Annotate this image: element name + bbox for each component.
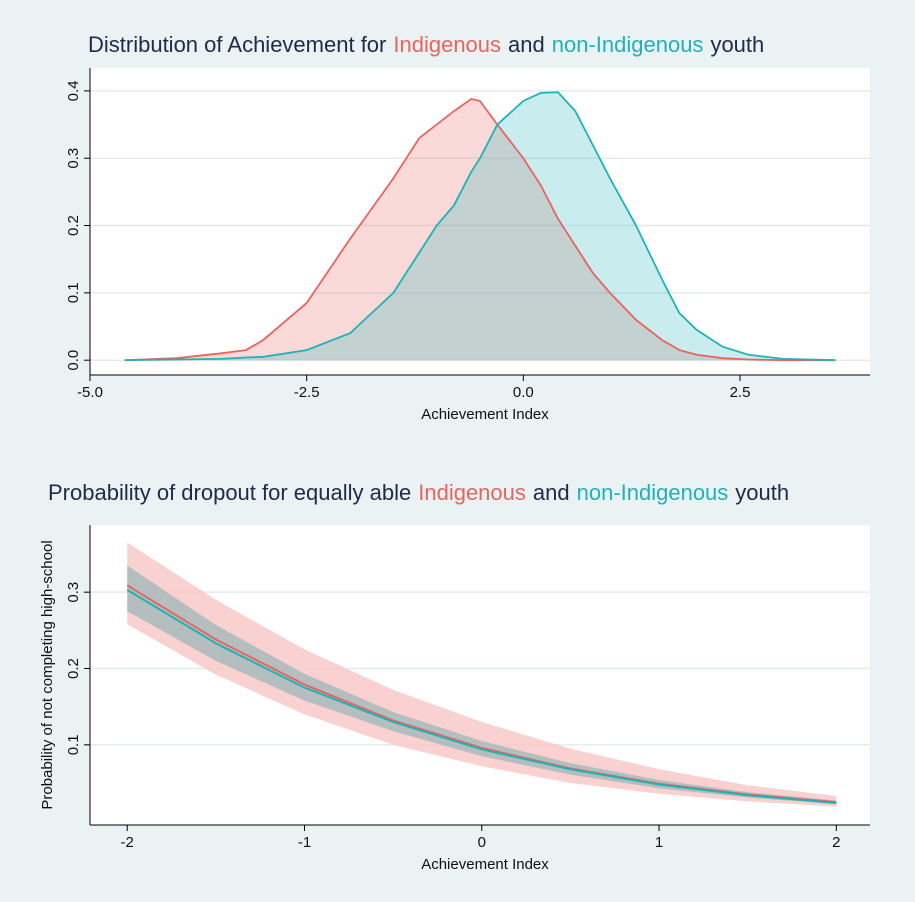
y-tick-label: 0.3	[65, 582, 82, 603]
title-part: and	[508, 32, 545, 57]
x-tick-label: 2.5	[730, 384, 751, 401]
density-line	[124, 91, 836, 362]
x-tick-label: -1	[298, 834, 311, 851]
density-fill	[124, 92, 836, 361]
x-axis-label: Achievement Index	[421, 406, 549, 423]
x-tick-label: -5.0	[77, 384, 103, 401]
x-tick-label: 1	[655, 834, 663, 851]
plot-area	[90, 68, 870, 375]
y-tick-label: 0.4	[65, 80, 82, 101]
chart-title: Probability of dropout for equally able I…	[48, 480, 789, 505]
title-part: Probability of dropout for equally able	[48, 480, 411, 505]
y-tick-label: 0.3	[65, 148, 82, 169]
title-part: youth	[710, 32, 764, 57]
x-tick-label: -2.5	[294, 384, 320, 401]
title-part: youth	[735, 480, 789, 505]
y-tick-label: 0.0	[65, 350, 82, 371]
y-tick-label: 0.2	[65, 658, 82, 679]
x-tick-label: 2	[832, 834, 840, 851]
title-part: non-Indigenous	[577, 480, 729, 505]
x-tick-label: 0	[478, 834, 486, 851]
density-fill	[124, 98, 836, 361]
y-axis-label: Probability of not completing high-schoo…	[39, 540, 56, 809]
title-part: non-Indigenous	[552, 32, 704, 57]
x-tick-label: -2	[121, 834, 134, 851]
title-part: Indigenous	[418, 480, 526, 505]
chart-title: Distribution of Achievement for Indigenou…	[88, 32, 764, 57]
y-tick-label: 0.2	[65, 215, 82, 236]
title-part: and	[533, 480, 570, 505]
x-tick-label: 0.0	[513, 384, 534, 401]
plot-area	[90, 525, 870, 825]
x-axis-label: Achievement Index	[421, 856, 549, 873]
title-part: Indigenous	[393, 32, 501, 57]
y-tick-label: 0.1	[65, 282, 82, 303]
density-line	[124, 98, 836, 362]
line	[126, 589, 837, 804]
title-part: Distribution of Achievement for	[88, 32, 386, 57]
y-tick-label: 0.1	[65, 734, 82, 755]
